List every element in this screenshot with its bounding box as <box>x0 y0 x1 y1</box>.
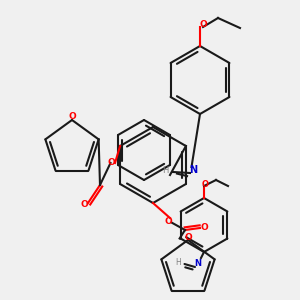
Text: O: O <box>184 232 192 242</box>
Text: O: O <box>199 20 207 29</box>
Text: O: O <box>165 217 172 226</box>
Text: O: O <box>107 158 115 166</box>
Text: O: O <box>202 180 209 189</box>
Text: H: H <box>176 258 182 267</box>
Text: O: O <box>80 200 88 209</box>
Text: O: O <box>68 112 76 122</box>
Text: H: H <box>162 166 169 175</box>
Text: N: N <box>194 260 202 268</box>
Text: N: N <box>189 165 197 175</box>
Text: O: O <box>200 223 208 232</box>
